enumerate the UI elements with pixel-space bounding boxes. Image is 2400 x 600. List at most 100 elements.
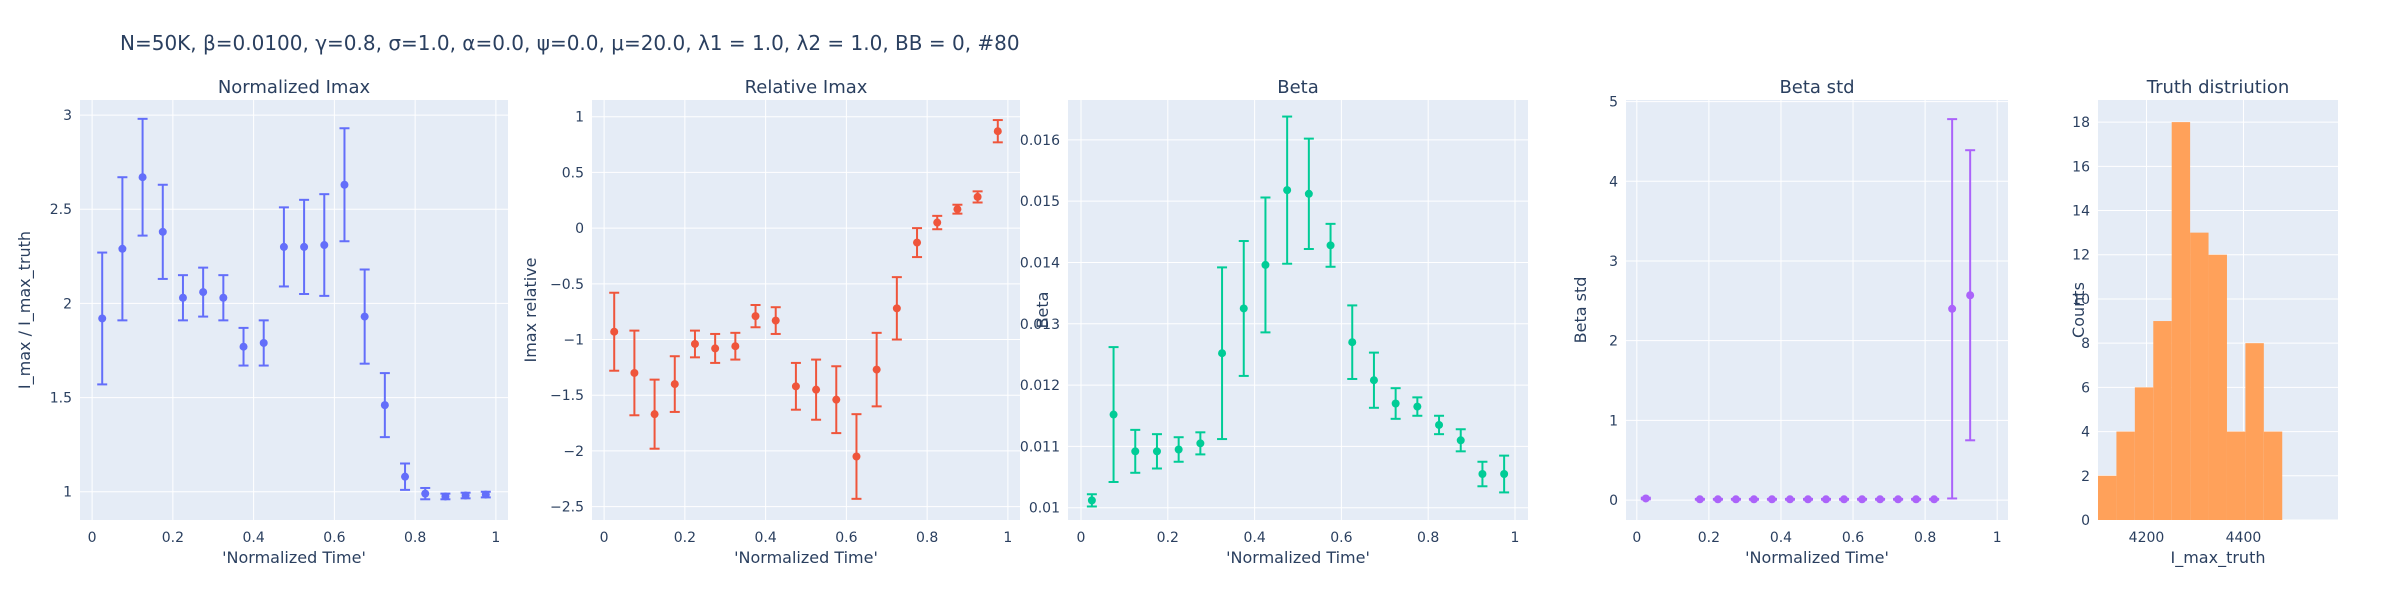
y-tick-label: 8 (2081, 336, 2090, 352)
data-point (1413, 402, 1422, 411)
y-tick-label: −1.5 (550, 388, 584, 404)
y-tick-label: −0.5 (550, 277, 584, 293)
y-tick-label: 1.5 (50, 391, 72, 407)
x-tick-label: 0.2 (674, 530, 696, 546)
data-point (1304, 189, 1313, 198)
data-point (670, 380, 679, 389)
x-tick-label: 0.8 (404, 530, 426, 546)
data-point (1478, 470, 1487, 479)
data-point (1218, 349, 1227, 358)
histogram-bar (2190, 232, 2209, 520)
data-point (1876, 495, 1885, 504)
x-tick-label: 0 (1632, 530, 1641, 546)
data-point (1131, 447, 1140, 456)
histogram-bar (2208, 254, 2227, 520)
y-tick-label: 4 (2081, 425, 2090, 441)
subplot-2: 0 0.2 0.4 0.6 0.8 1 −2.5 −2 −1.5 −1 −0.5 0 0.5 1 Relat… (521, 77, 1020, 567)
data-point (178, 293, 187, 302)
data-point (1822, 495, 1831, 504)
x-tick-label: 4200 (2129, 530, 2165, 546)
data-point (1785, 495, 1794, 504)
x-tick-label: 0.4 (1770, 530, 1792, 546)
data-point (239, 342, 248, 351)
y-tick-label: 0.01 (1029, 501, 1060, 517)
data-point (751, 312, 760, 321)
data-point (1369, 376, 1378, 385)
data-point (441, 492, 450, 501)
x-tick-label: 1 (1511, 530, 1520, 546)
y-tick-label: 0.012 (1020, 378, 1060, 394)
y-axis-label: Beta std (1571, 277, 1590, 344)
y-tick-label: 0.011 (1020, 439, 1060, 455)
data-point (1326, 241, 1335, 250)
histogram-bar (2245, 343, 2264, 520)
data-point (1803, 495, 1812, 504)
x-tick-label: 0.2 (1157, 530, 1179, 546)
data-point (1695, 495, 1704, 504)
data-point (1749, 495, 1758, 504)
x-tick-label: 0.6 (1842, 530, 1864, 546)
data-point (1713, 495, 1722, 504)
histogram-bar (2098, 475, 2117, 520)
data-point (771, 316, 780, 325)
subplot-3: 0 0.2 0.4 0.6 0.8 1 0.01 0.011 0.012 0.013 0.014 0.… (1020, 77, 1528, 567)
data-point (138, 173, 147, 182)
y-axis-label: Counts (2069, 282, 2088, 338)
plot-background (80, 100, 508, 520)
data-point (340, 180, 349, 189)
subplots: 0 0.2 0.4 0.6 0.8 1 1 1.5 2 2.5 3 Normalized Imax 'N… (15, 77, 2338, 568)
x-axis-label: 'Normalized Time' (222, 548, 366, 567)
subplot-title: Beta std (1779, 77, 1854, 98)
data-point (320, 241, 329, 250)
y-tick-label: 10 (2072, 292, 2090, 308)
x-axis-label: 'Normalized Time' (1745, 548, 1889, 567)
y-tick-label: 0.015 (1020, 194, 1060, 210)
data-point (300, 242, 309, 251)
subplot-title: Beta (1277, 77, 1319, 98)
data-point (711, 344, 720, 353)
y-tick-label: −2 (563, 444, 584, 460)
data-point (461, 491, 470, 500)
data-point (98, 314, 107, 323)
y-tick-label: 2 (1609, 334, 1618, 350)
subplot-5: 4200 4400 0 2 4 6 8 10 12 14 16 18 Truth distriution… (2069, 77, 2338, 568)
data-point (360, 312, 369, 321)
x-tick-label: 0.2 (1698, 530, 1720, 546)
plot-background (1626, 100, 2008, 520)
x-tick-label: 1 (1993, 530, 2002, 546)
data-point (993, 127, 1002, 136)
x-axis-label: 'Normalized Time' (1226, 548, 1370, 567)
histogram-bar (2226, 431, 2246, 520)
y-tick-label: 2.5 (50, 202, 72, 218)
data-point (421, 489, 430, 498)
data-point (913, 238, 922, 247)
y-tick-label: 0.5 (562, 165, 584, 181)
x-tick-label: 0 (1077, 530, 1086, 546)
y-tick-label: 2 (63, 296, 72, 312)
y-axis-label: Imax relative (521, 257, 540, 362)
data-point (610, 327, 619, 336)
x-axis-label: I_max_truth (2171, 548, 2266, 568)
data-point (158, 227, 167, 236)
data-point (1348, 338, 1357, 347)
y-tick-label: 1 (1609, 413, 1618, 429)
x-axis-label: 'Normalized Time' (734, 548, 878, 567)
x-tick-label: 0.2 (162, 530, 184, 546)
data-point (1858, 495, 1867, 504)
data-point (1767, 495, 1776, 504)
data-point (199, 288, 208, 297)
plot-background (592, 100, 1020, 520)
data-point (279, 242, 288, 251)
x-tick-label: 0.6 (1330, 530, 1352, 546)
data-point (1912, 495, 1921, 504)
data-point (1109, 410, 1118, 419)
data-point (1500, 470, 1509, 479)
data-point (1641, 494, 1650, 503)
data-point (118, 244, 127, 253)
data-point (1196, 439, 1205, 448)
y-tick-label: 1 (575, 110, 584, 126)
y-tick-label: 1 (63, 485, 72, 501)
data-point (812, 385, 821, 394)
y-tick-label: 0 (575, 221, 584, 237)
